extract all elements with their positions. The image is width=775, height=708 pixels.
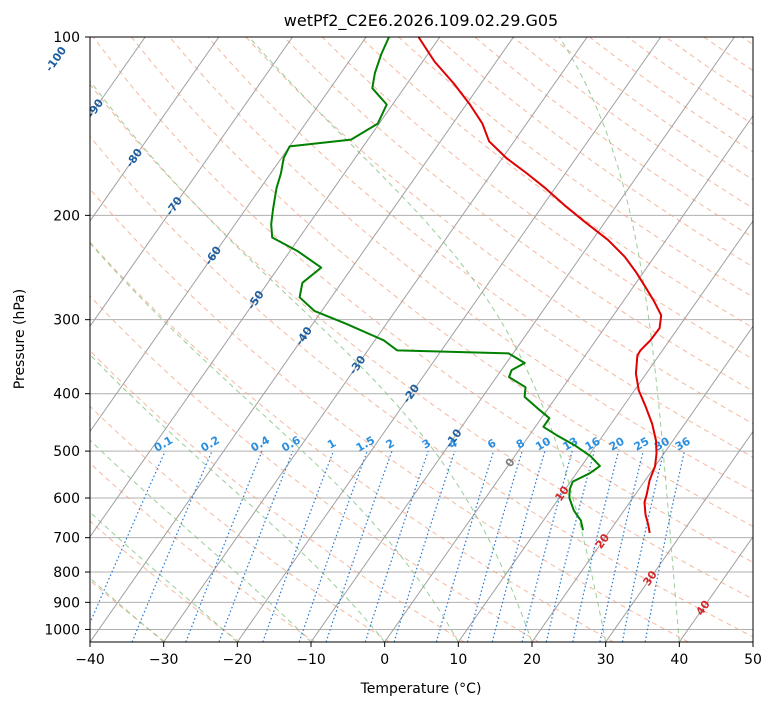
moist-adiabat xyxy=(90,511,238,642)
background-grid xyxy=(0,37,753,642)
dry-adiabat xyxy=(90,579,166,642)
y-tick-label: 1000 xyxy=(44,622,80,638)
x-tick-label: −40 xyxy=(75,652,105,668)
dry-adiabat xyxy=(90,241,614,642)
plot-frame xyxy=(89,36,754,643)
isotherm-line xyxy=(90,37,441,538)
x-tick-label: 20 xyxy=(523,652,541,668)
isotherm-line xyxy=(384,114,753,642)
mixing-ratio-line xyxy=(491,450,546,642)
isotherm-line xyxy=(90,37,367,433)
x-tick-label: −20 xyxy=(223,652,253,668)
isotherm-line xyxy=(752,641,753,642)
mixing-ratio-line xyxy=(185,450,263,642)
x-tick-label: 30 xyxy=(597,652,615,668)
dry-adiabat xyxy=(90,462,315,642)
isotherm-line xyxy=(0,37,72,642)
moist-adiabat xyxy=(558,37,680,642)
mixing-ratio-line xyxy=(90,450,166,625)
mixing-ratio-line xyxy=(572,450,620,642)
chart-title: wetPf2_C2E6.2026.109.02.29.G05 xyxy=(284,11,558,31)
moist-adiabat xyxy=(90,79,533,642)
dewpoint-profile xyxy=(270,37,601,531)
x-tick-label: 10 xyxy=(449,652,467,668)
y-tick-label: 400 xyxy=(53,387,80,403)
mixing-ratio-line xyxy=(545,450,595,642)
y-tick-label: 300 xyxy=(53,313,80,329)
mixing-ratio-line xyxy=(298,450,368,642)
mixing-ratio-line xyxy=(466,450,523,642)
y-tick-label: 200 xyxy=(53,208,80,224)
mixing-ratio-line xyxy=(393,450,456,642)
y-tick-label: 900 xyxy=(53,595,80,611)
mixing-ratio-line xyxy=(364,450,429,642)
x-axis-ticks: −40 −30 −20 −10 0 10 20 30 40 50 xyxy=(75,642,762,668)
isotherm-line xyxy=(457,220,753,642)
mixing-ratio-line xyxy=(325,450,393,642)
dry-adiabat xyxy=(131,37,753,527)
moist-adiabat xyxy=(90,353,386,642)
mixing-ratio-line xyxy=(435,450,495,642)
dry-adiabat xyxy=(360,37,753,329)
y-tick-label: 700 xyxy=(53,531,80,547)
dry-adiabat xyxy=(90,188,689,642)
x-axis-title: Temperature (°C) xyxy=(360,681,482,697)
dry-adiabat xyxy=(90,83,753,600)
x-tick-label: −10 xyxy=(296,652,326,668)
moist-adiabat xyxy=(90,242,459,642)
x-tick-label: 40 xyxy=(670,652,688,668)
isotherm-line xyxy=(90,37,514,642)
mixing-ratio-line xyxy=(521,450,573,642)
y-axis-title: Pressure (hPa) xyxy=(12,289,28,389)
isotherm-line xyxy=(163,37,588,642)
mixing-ratio-line xyxy=(131,450,213,642)
x-tick-label: 0 xyxy=(380,652,389,668)
temperature-profile xyxy=(417,37,663,534)
isotherm-line xyxy=(605,430,753,642)
isotherm-line xyxy=(236,37,662,642)
dry-adiabat xyxy=(169,37,753,492)
isotherm-label: -100 xyxy=(43,44,70,74)
mixing-ratio-line xyxy=(262,450,334,642)
isotherm-line xyxy=(678,535,753,642)
y-tick-label: 100 xyxy=(53,30,80,46)
y-axis-ticks: 100 200 300 400 500 600 700 800 900 1000 xyxy=(44,30,90,638)
dry-adiabat xyxy=(245,37,753,425)
isotherm-line xyxy=(90,37,293,328)
dry-adiabat xyxy=(90,295,540,642)
isotherm-line xyxy=(531,325,753,642)
x-tick-label: 50 xyxy=(744,652,762,668)
y-tick-label: 500 xyxy=(53,444,80,460)
mixing-ratio-line xyxy=(599,450,644,642)
plot-background xyxy=(90,37,753,642)
mixing-ratio-line xyxy=(218,450,294,642)
y-tick-label: 600 xyxy=(53,491,80,507)
isotherm-line xyxy=(90,37,220,222)
isotherm-line xyxy=(310,37,735,642)
moist-adiabat xyxy=(90,577,165,642)
sounding-profiles xyxy=(270,37,663,534)
x-tick-label: −30 xyxy=(149,652,179,668)
dry-adiabat xyxy=(90,350,465,642)
moist-adiabat xyxy=(248,37,607,642)
y-tick-label: 800 xyxy=(53,565,80,581)
dry-adiabat xyxy=(321,37,753,360)
dry-adiabat xyxy=(90,405,390,642)
